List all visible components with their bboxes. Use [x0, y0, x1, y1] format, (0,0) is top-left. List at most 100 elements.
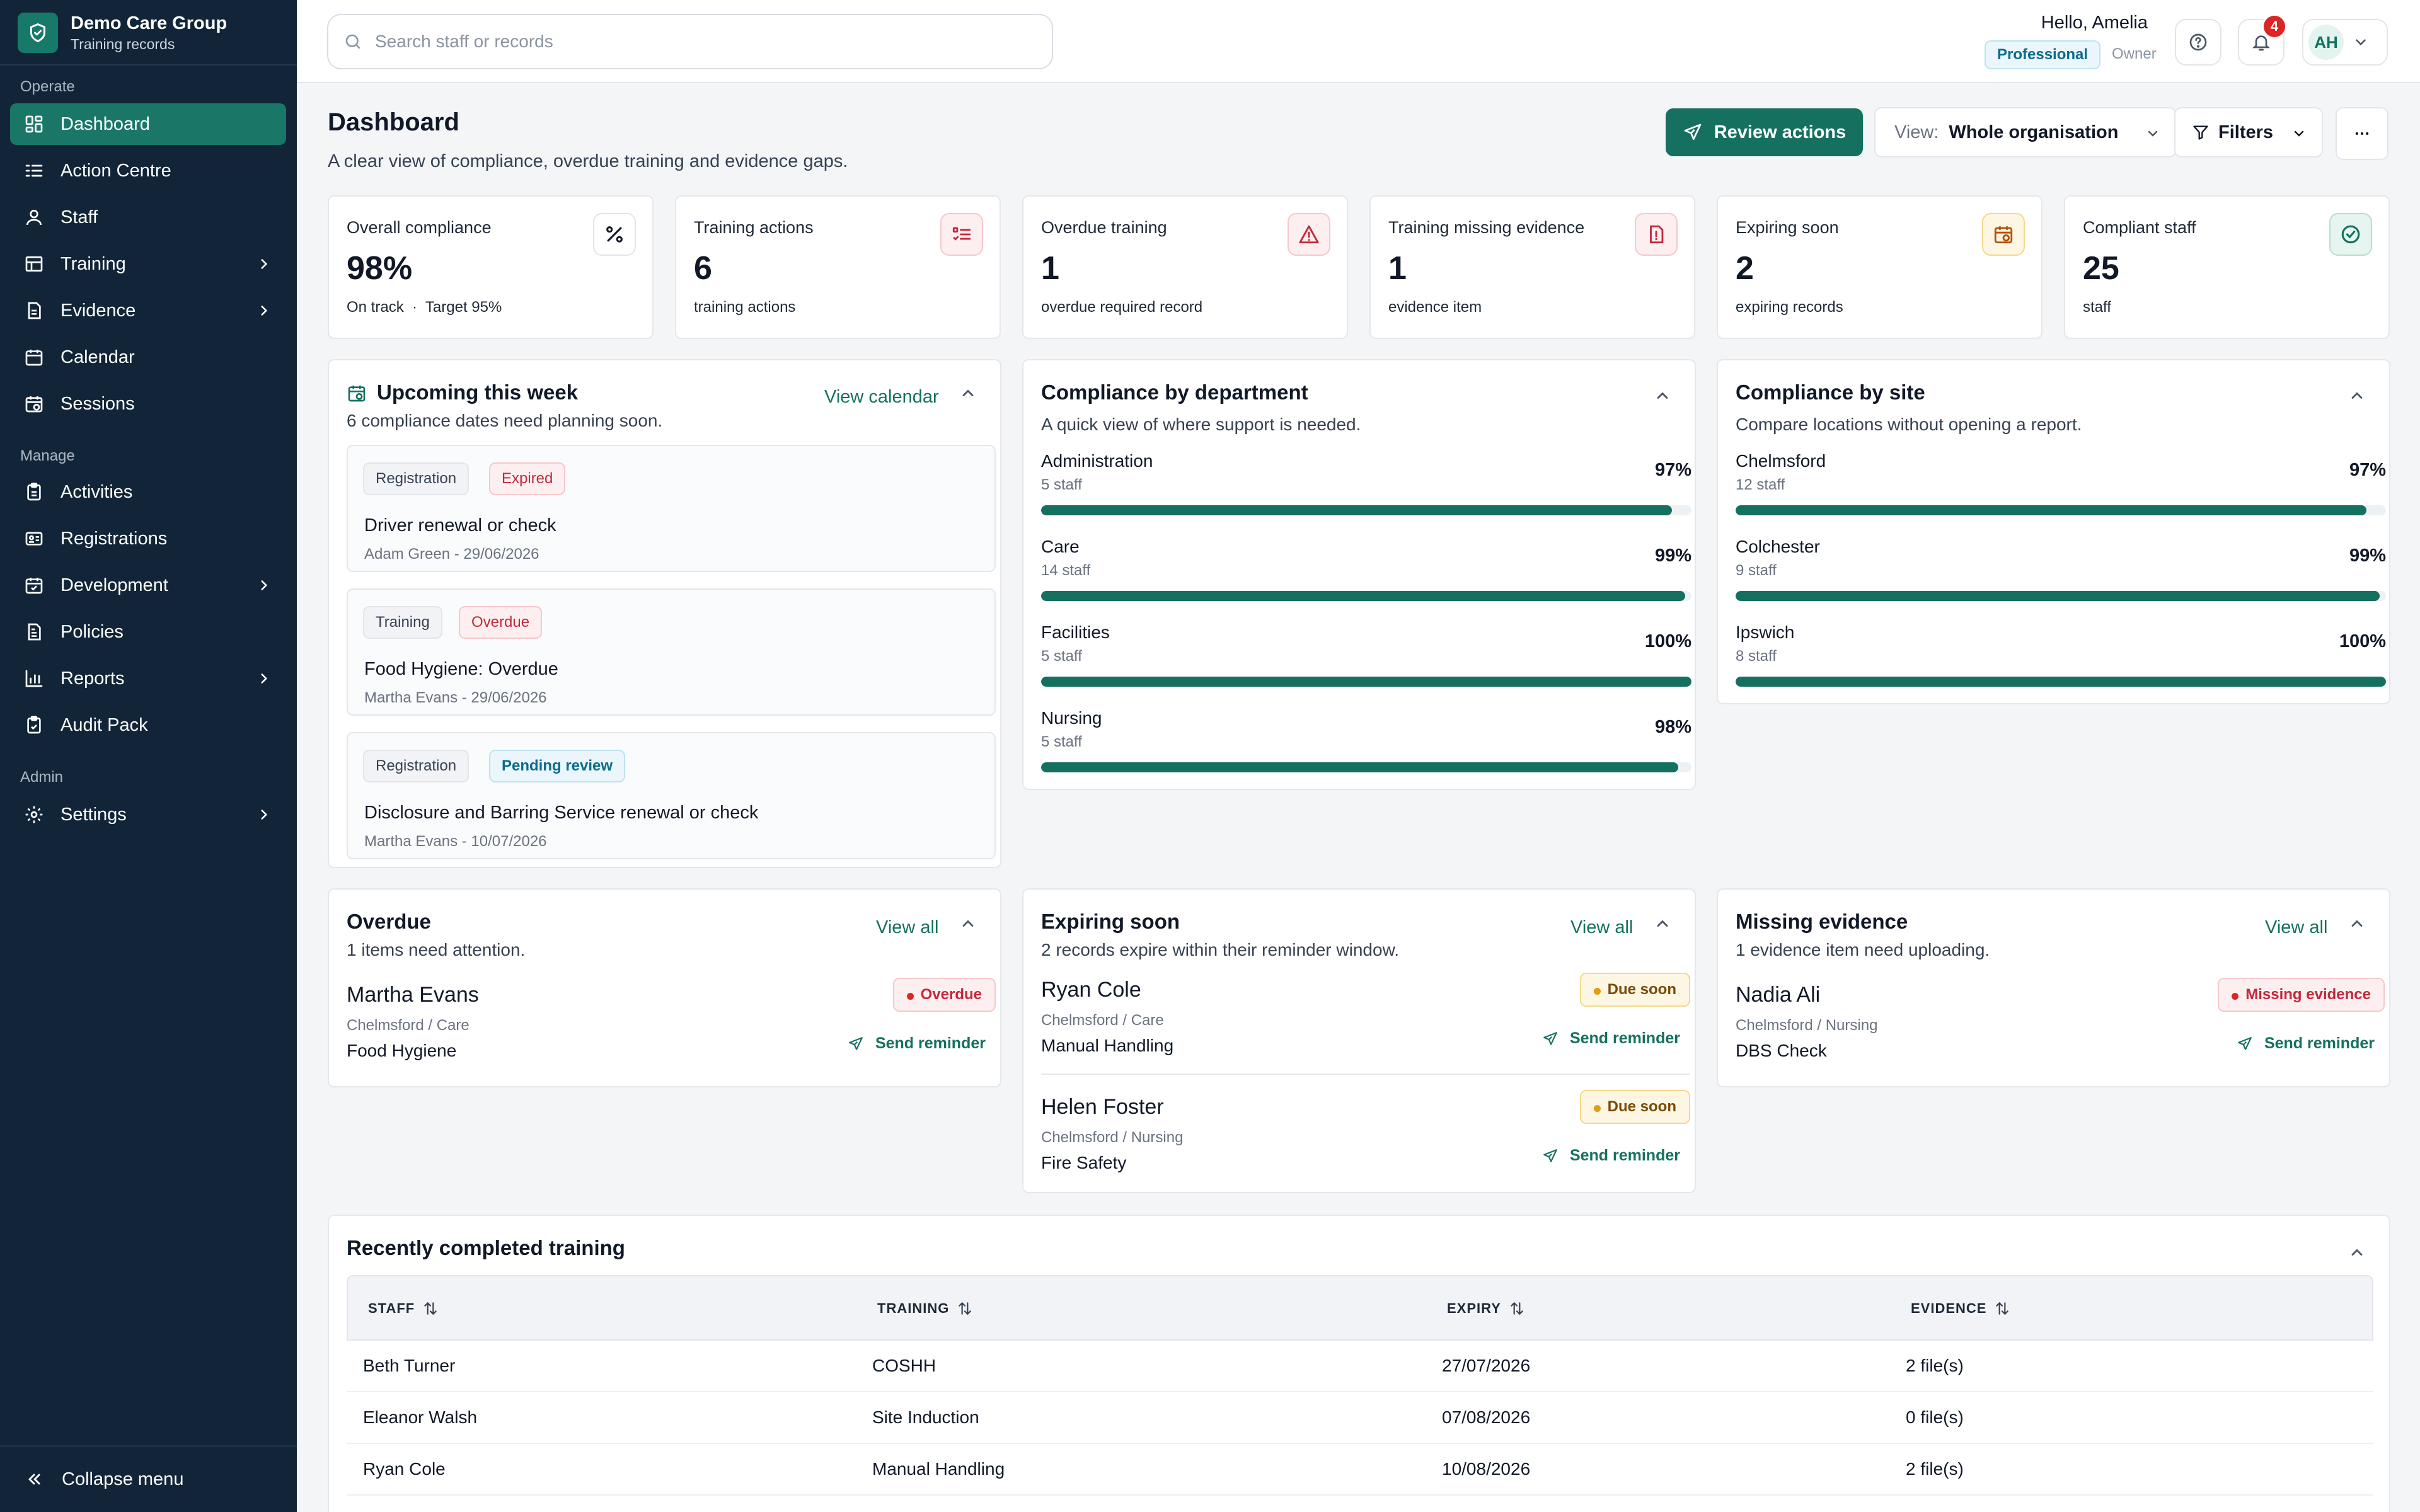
- bar-staff-count: 5 staff: [1041, 648, 1082, 665]
- panel-title: Overdue: [347, 910, 431, 933]
- sidebar-item-dashboard[interactable]: Dashboard: [10, 103, 286, 145]
- topbar: Hello, Amelia Professional Owner 4 AH: [297, 0, 2420, 83]
- stat-card-training-actions[interactable]: Training actions 6 training actions: [675, 195, 1001, 339]
- chevron-up-icon[interactable]: [959, 915, 977, 932]
- type-tag: Registration: [363, 462, 470, 495]
- user-menu-button[interactable]: AH: [2302, 19, 2388, 66]
- bar-name: Care: [1041, 537, 1080, 556]
- bar-staff-count: 9 staff: [1736, 562, 1777, 579]
- bar-percentage: 97%: [2349, 460, 2386, 480]
- notifications-button[interactable]: 4: [2238, 14, 2287, 66]
- search-box[interactable]: [327, 14, 1053, 69]
- chevron-up-icon[interactable]: [2348, 387, 2366, 404]
- sidebar-item-label: Evidence: [60, 300, 136, 321]
- sidebar-item-policies[interactable]: Policies: [10, 611, 286, 653]
- sidebar-item-activities[interactable]: Activities: [10, 471, 286, 513]
- stat-value: 2: [1736, 250, 1754, 287]
- bar-percentage: 99%: [1654, 546, 1691, 566]
- sidebar-item-action-centre[interactable]: Action Centre: [10, 150, 286, 192]
- stat-value: 25: [2083, 250, 2119, 287]
- sidebar-item-development[interactable]: Development: [10, 564, 286, 606]
- stat-sub: On track · Target 95%: [347, 299, 502, 316]
- search-input[interactable]: [375, 32, 1005, 52]
- send-reminder-button[interactable]: Send reminder: [848, 1034, 986, 1053]
- view-all-link[interactable]: View all: [2265, 917, 2328, 937]
- brand[interactable]: Demo Care Group Training records: [18, 11, 227, 54]
- staff-location: Chelmsford / Care: [347, 1017, 470, 1034]
- section-title-manage: Manage: [20, 447, 75, 464]
- send-reminder-label: Send reminder: [1569, 1147, 1680, 1164]
- staff-name: Helen Foster: [1041, 1095, 1164, 1119]
- send-reminder-button[interactable]: Send reminder: [2237, 1034, 2375, 1053]
- stat-card-missing-evidence[interactable]: Training missing evidence 1 evidence ite…: [1369, 195, 1695, 339]
- review-actions-button[interactable]: Review actions: [1666, 108, 1863, 156]
- filters-button[interactable]: Filters: [2174, 107, 2323, 158]
- stat-card-compliant-staff[interactable]: Compliant staff 25 staff: [2064, 195, 2390, 339]
- send-reminder-button[interactable]: Send reminder: [1542, 1147, 1680, 1165]
- send-reminder-button[interactable]: Send reminder: [1542, 1029, 1680, 1048]
- progress-fill: [1736, 505, 2367, 515]
- sidebar-item-registrations[interactable]: Registrations: [10, 518, 286, 559]
- chevron-up-icon[interactable]: [1654, 387, 1671, 404]
- sidebar-item-sessions[interactable]: Sessions: [10, 383, 286, 425]
- chevron-up-icon[interactable]: [1654, 915, 1671, 932]
- panel-subtitle: 2 records expire within their reminder w…: [1041, 940, 1400, 959]
- stat-card-expiring-soon[interactable]: Expiring soon 2 expiring records: [1717, 195, 2043, 339]
- cell-evidence: 2 file(s): [1906, 1459, 1964, 1479]
- chevron-up-icon[interactable]: [959, 384, 977, 402]
- upcoming-event[interactable]: Training Overdue Food Hygiene: Overdue M…: [347, 588, 996, 716]
- bar-name: Ipswich: [1736, 622, 1795, 642]
- upcoming-event[interactable]: Registration Pending review Disclosure a…: [347, 732, 996, 859]
- status-badge: Pending review: [489, 750, 626, 782]
- view-calendar-link[interactable]: View calendar: [824, 387, 939, 407]
- sidebar-item-settings[interactable]: Settings: [10, 794, 286, 835]
- status-badge: Expired: [489, 462, 566, 495]
- upcoming-event[interactable]: Registration Expired Driver renewal or c…: [347, 445, 996, 572]
- sidebar-item-calendar[interactable]: Calendar: [10, 336, 286, 378]
- staff-location: Chelmsford / Care: [1041, 1012, 1164, 1029]
- stat-card-overdue-training[interactable]: Overdue training 1 overdue required reco…: [1022, 195, 1348, 339]
- file-alert-icon: [1635, 213, 1678, 256]
- sidebar-item-training[interactable]: Training: [10, 243, 286, 285]
- send-reminder-label: Send reminder: [2264, 1034, 2375, 1052]
- sidebar-item-evidence[interactable]: Evidence: [10, 290, 286, 331]
- column-header-staff[interactable]: STAFF: [368, 1300, 439, 1317]
- bar-staff-count: 5 staff: [1041, 476, 1082, 493]
- sidebar-item-label: Registrations: [60, 528, 168, 549]
- table-row[interactable]: Ryan Cole Manual Handling 10/08/2026 2 f…: [347, 1444, 2373, 1496]
- panel-subtitle: Compare locations without opening a repo…: [1736, 415, 2082, 434]
- sidebar-item-audit-pack[interactable]: Audit Pack: [10, 704, 286, 746]
- sidebar-item-reports[interactable]: Reports: [10, 658, 286, 699]
- gear-icon: [23, 803, 45, 826]
- view-all-link[interactable]: View all: [876, 917, 939, 937]
- sidebar-item-staff[interactable]: Staff: [10, 197, 286, 238]
- view-all-link[interactable]: View all: [1570, 917, 1634, 937]
- stat-label: Expiring soon: [1736, 218, 1839, 237]
- more-options-button[interactable]: [2336, 107, 2388, 160]
- column-header-expiry[interactable]: EXPIRY: [1447, 1300, 1525, 1317]
- chevron-up-icon[interactable]: [2348, 1244, 2366, 1261]
- sidebar-item-label: Dashboard: [60, 113, 150, 134]
- stat-card-overall-compliance[interactable]: Overall compliance 98% On track · Target…: [328, 195, 654, 339]
- collapse-menu-button[interactable]: Collapse menu: [0, 1445, 297, 1512]
- training-item: Fire Safety: [1041, 1153, 1127, 1172]
- view-select-value: Whole organisation: [1949, 122, 2119, 142]
- view-select[interactable]: View: Whole organisation: [1874, 107, 2177, 158]
- collapse-menu-label: Collapse menu: [62, 1469, 184, 1489]
- chevron-right-icon: [256, 256, 272, 272]
- table-row[interactable]: Eleanor Walsh Site Induction 07/08/2026 …: [347, 1392, 2373, 1444]
- bar-staff-count: 8 staff: [1736, 648, 1777, 665]
- chevron-up-icon[interactable]: [2348, 915, 2366, 932]
- staff-name: Martha Evans: [347, 983, 479, 1007]
- overdue-panel: Overdue 1 items need attention. View all…: [328, 888, 1001, 1087]
- column-header-evidence[interactable]: EVIDENCE: [1911, 1300, 2010, 1317]
- progress-fill: [1041, 762, 1679, 772]
- table-row[interactable]: Beth Turner COSHH 27/07/2026 2 file(s): [347, 1341, 2373, 1392]
- progress-track: [1041, 505, 1691, 515]
- stat-sub: overdue required record: [1041, 299, 1203, 316]
- compliance-bar-row: Administration 5 staff 97%: [1041, 451, 1691, 537]
- column-header-training[interactable]: TRAINING: [877, 1300, 973, 1317]
- staff-location: Chelmsford / Nursing: [1041, 1129, 1184, 1146]
- help-button[interactable]: [2175, 19, 2221, 66]
- table-icon: [23, 253, 45, 275]
